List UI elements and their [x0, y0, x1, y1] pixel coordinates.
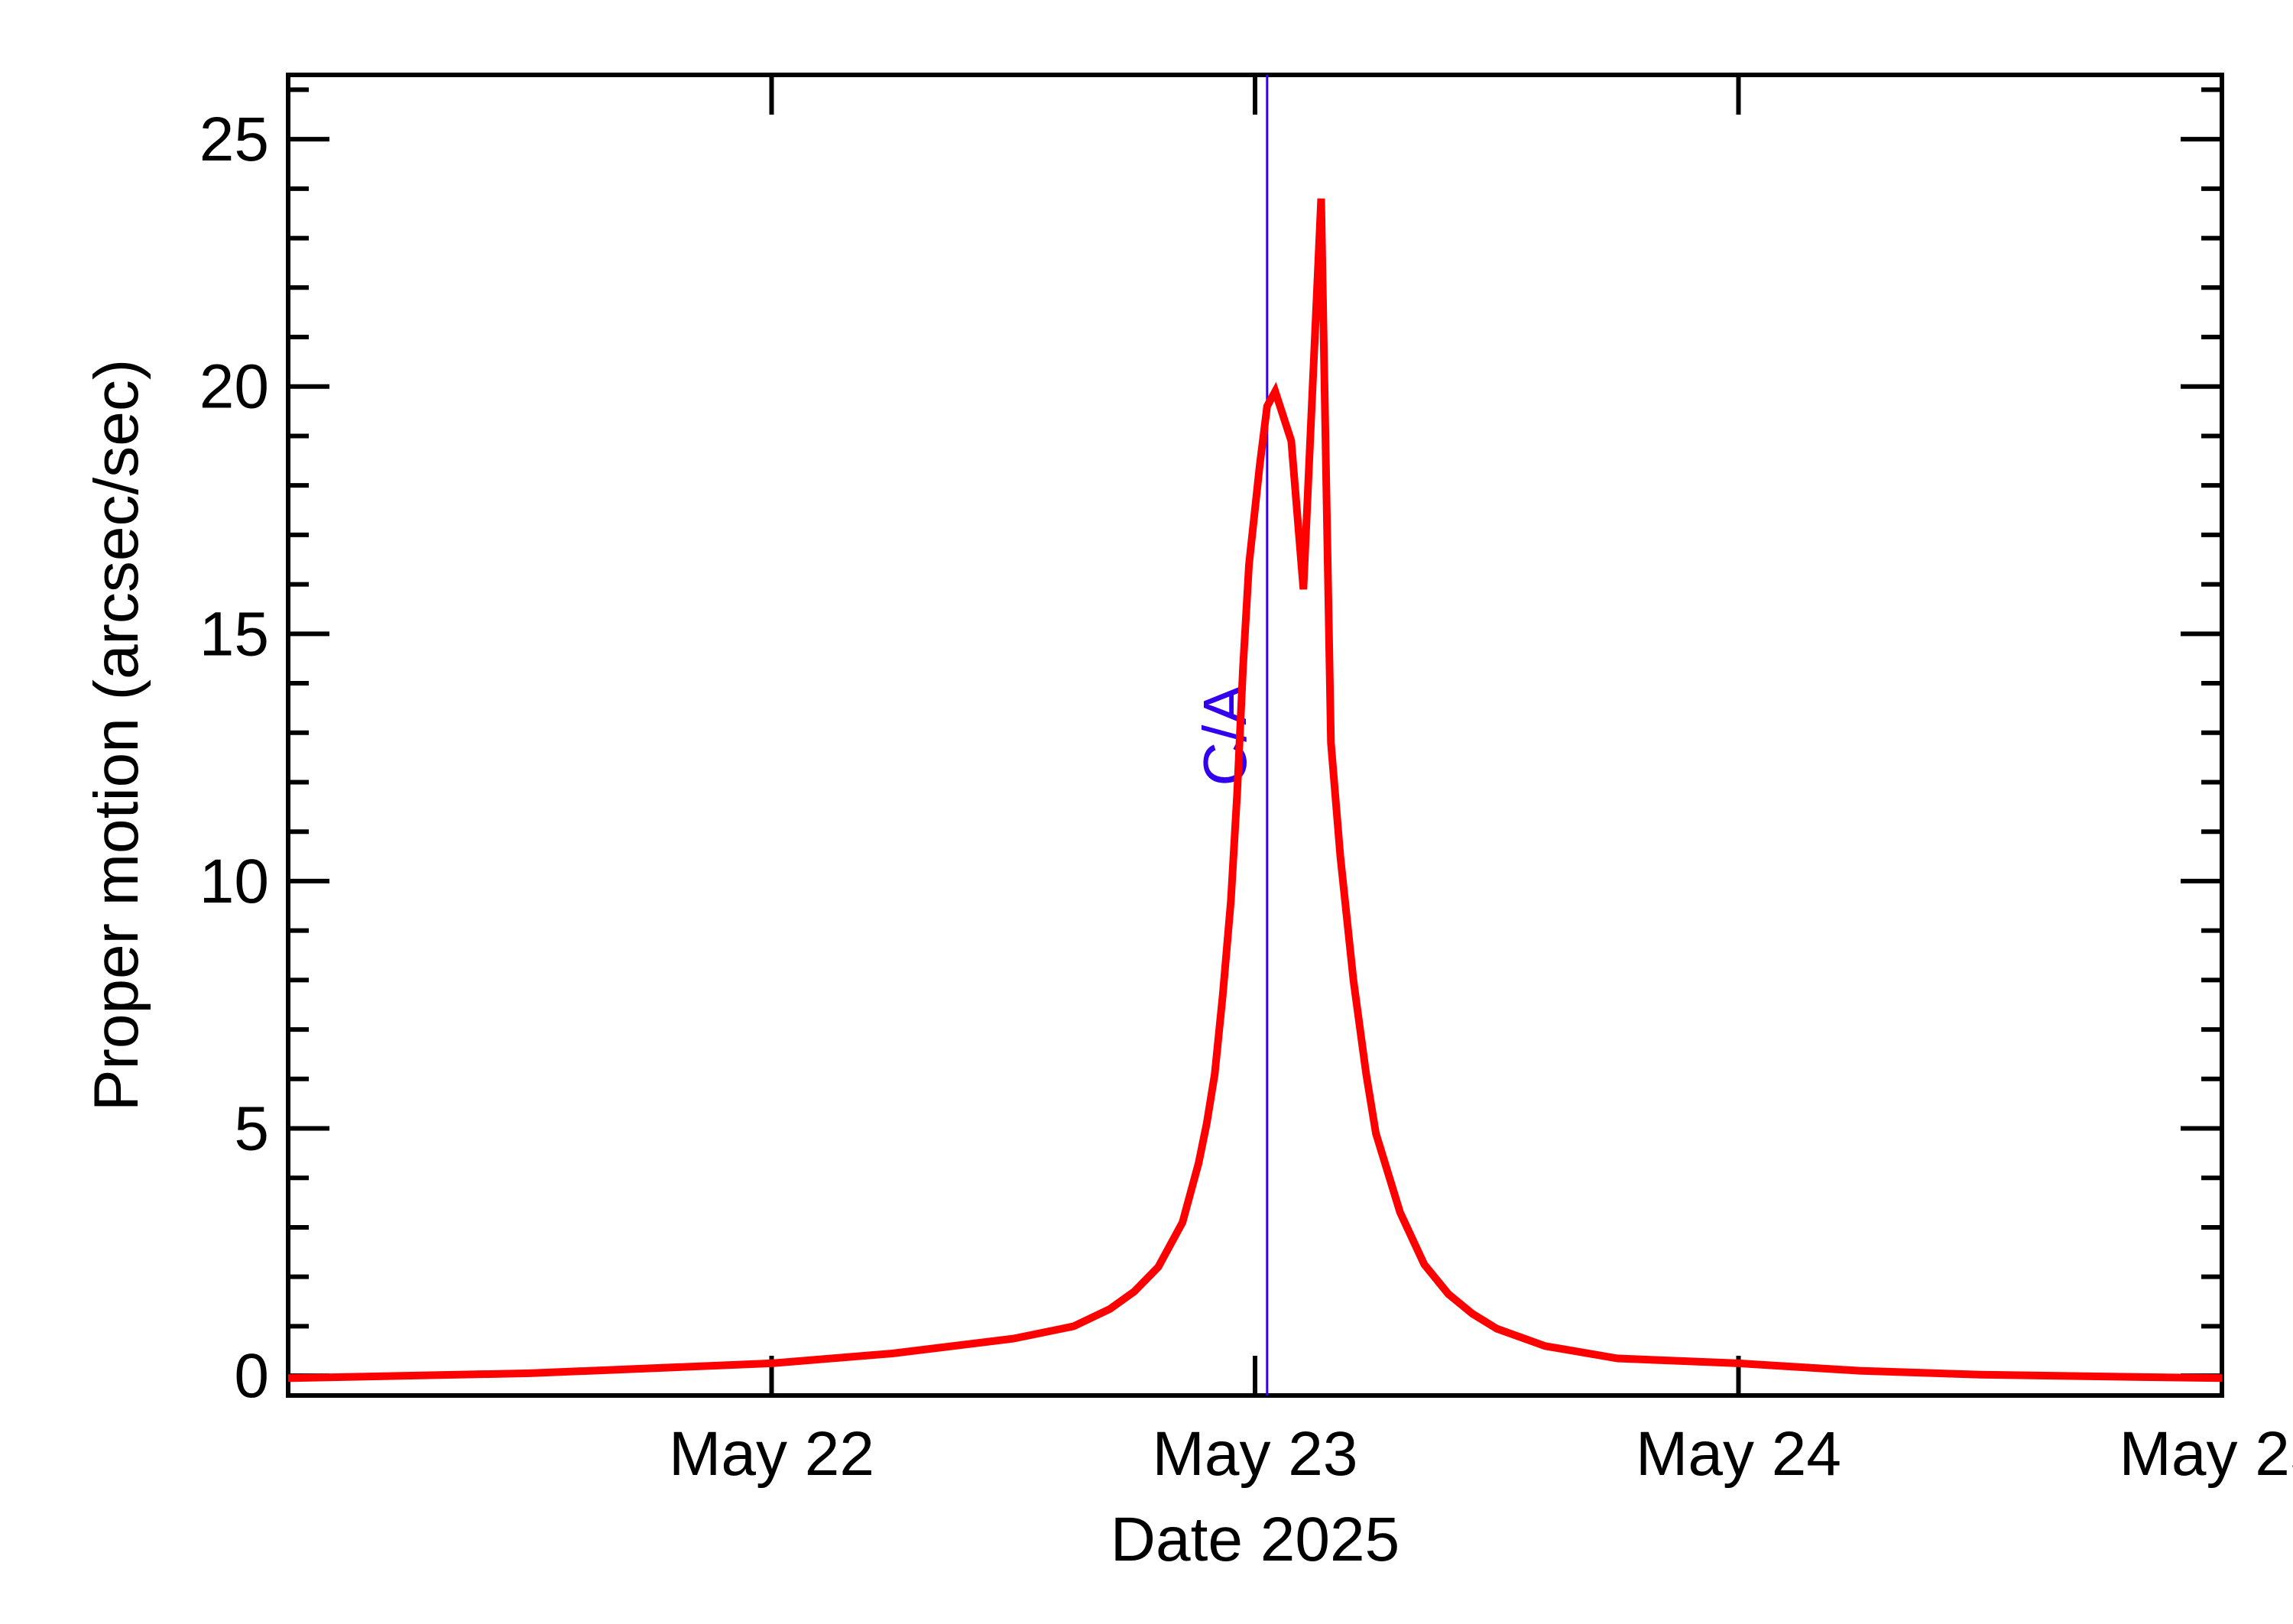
annotations: C/A: [1191, 75, 1269, 1395]
x-tick-label: May 23: [1153, 1419, 1358, 1489]
y-tick-label: 15: [199, 599, 269, 669]
x-tick-label: May 22: [669, 1419, 874, 1489]
y-tick-label: 10: [199, 847, 269, 916]
y-tick-label: 20: [199, 352, 269, 422]
x-tick-label: May 24: [1636, 1419, 1841, 1489]
x-axis-title: Date 2025: [1111, 1505, 1399, 1574]
y-tick-label: 0: [234, 1341, 269, 1411]
y-tick-label: 25: [199, 105, 269, 174]
proper-motion-line: [287, 198, 2223, 1383]
series-layer: [287, 198, 2223, 1383]
tick-labels: 0 5 10 15 20 25 May 22 May 23 May 24 May 25: [199, 105, 2293, 1489]
y-axis-title: Proper motion (arcsec/sec): [82, 359, 151, 1111]
ca-label: C/A: [1191, 684, 1259, 786]
x-tick-label: May 25: [2119, 1419, 2293, 1489]
y-tick-label: 5: [234, 1094, 269, 1164]
